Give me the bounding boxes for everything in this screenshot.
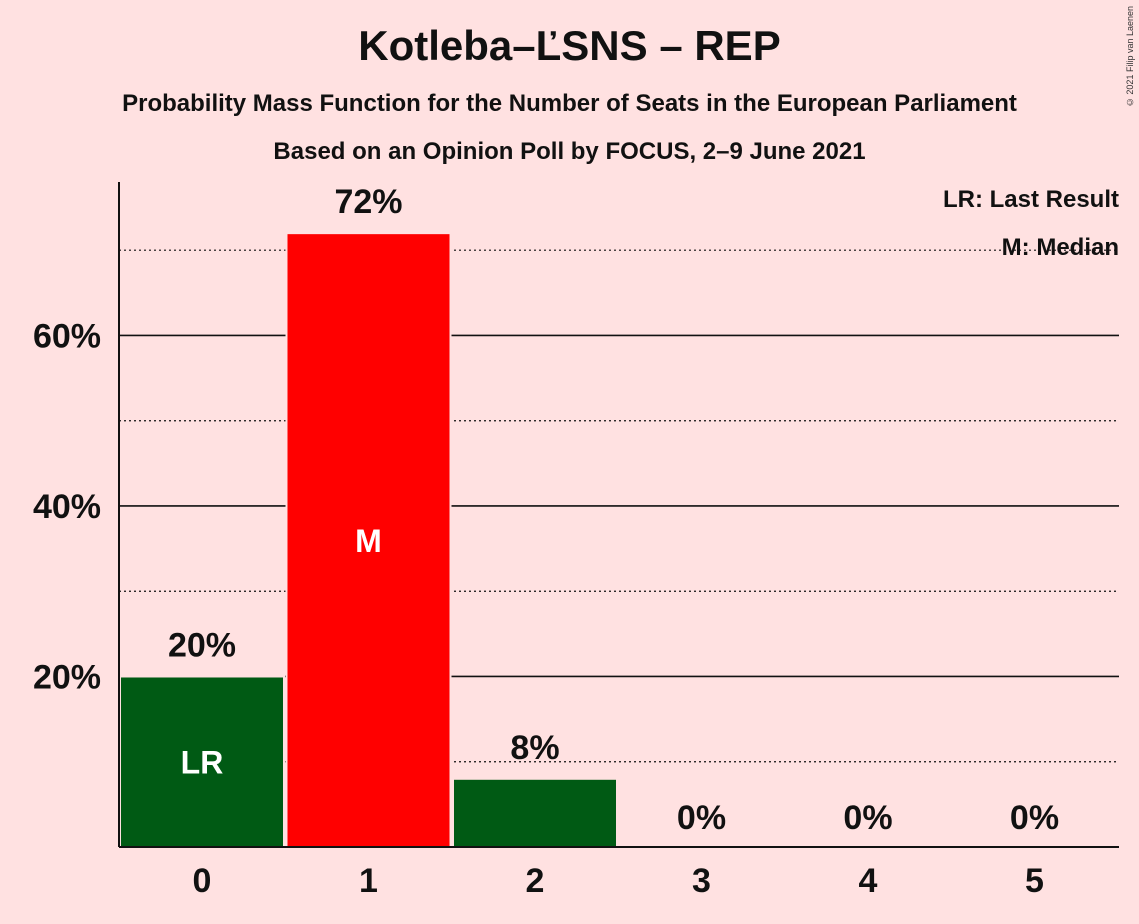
x-tick-label: 0 [193, 862, 212, 900]
x-tick-label: 2 [526, 862, 545, 900]
bar-value-label: 0% [677, 799, 726, 837]
y-tick-label: 20% [33, 658, 101, 696]
bar [452, 777, 618, 848]
bar-marker-label: LR [181, 745, 224, 781]
chart-subtitle: Probability Mass Function for the Number… [122, 90, 1017, 117]
y-tick-label: 60% [33, 317, 101, 355]
bar-value-label: 0% [843, 799, 892, 837]
chart-title: Kotleba–ĽSNS – REP [358, 22, 781, 69]
legend-last-result: LR: Last Result [942, 186, 1119, 213]
chart-subtitle-poll: Based on an Opinion Poll by FOCUS, 2–9 J… [273, 138, 866, 165]
x-tick-label: 5 [1025, 862, 1044, 900]
bar-value-label: 0% [1010, 799, 1059, 837]
x-tick-label: 4 [859, 862, 878, 900]
bar-value-label: 8% [510, 729, 559, 767]
bar-value-label: 72% [334, 183, 402, 221]
y-tick-label: 40% [33, 488, 101, 526]
bar-value-label: 20% [168, 626, 236, 664]
bar-marker-label: M [355, 523, 382, 559]
legend-median: M: Median [1001, 234, 1119, 261]
bar [285, 232, 452, 848]
x-tick-label: 3 [692, 862, 711, 900]
bar [119, 675, 285, 848]
x-tick-label: 1 [359, 862, 378, 900]
